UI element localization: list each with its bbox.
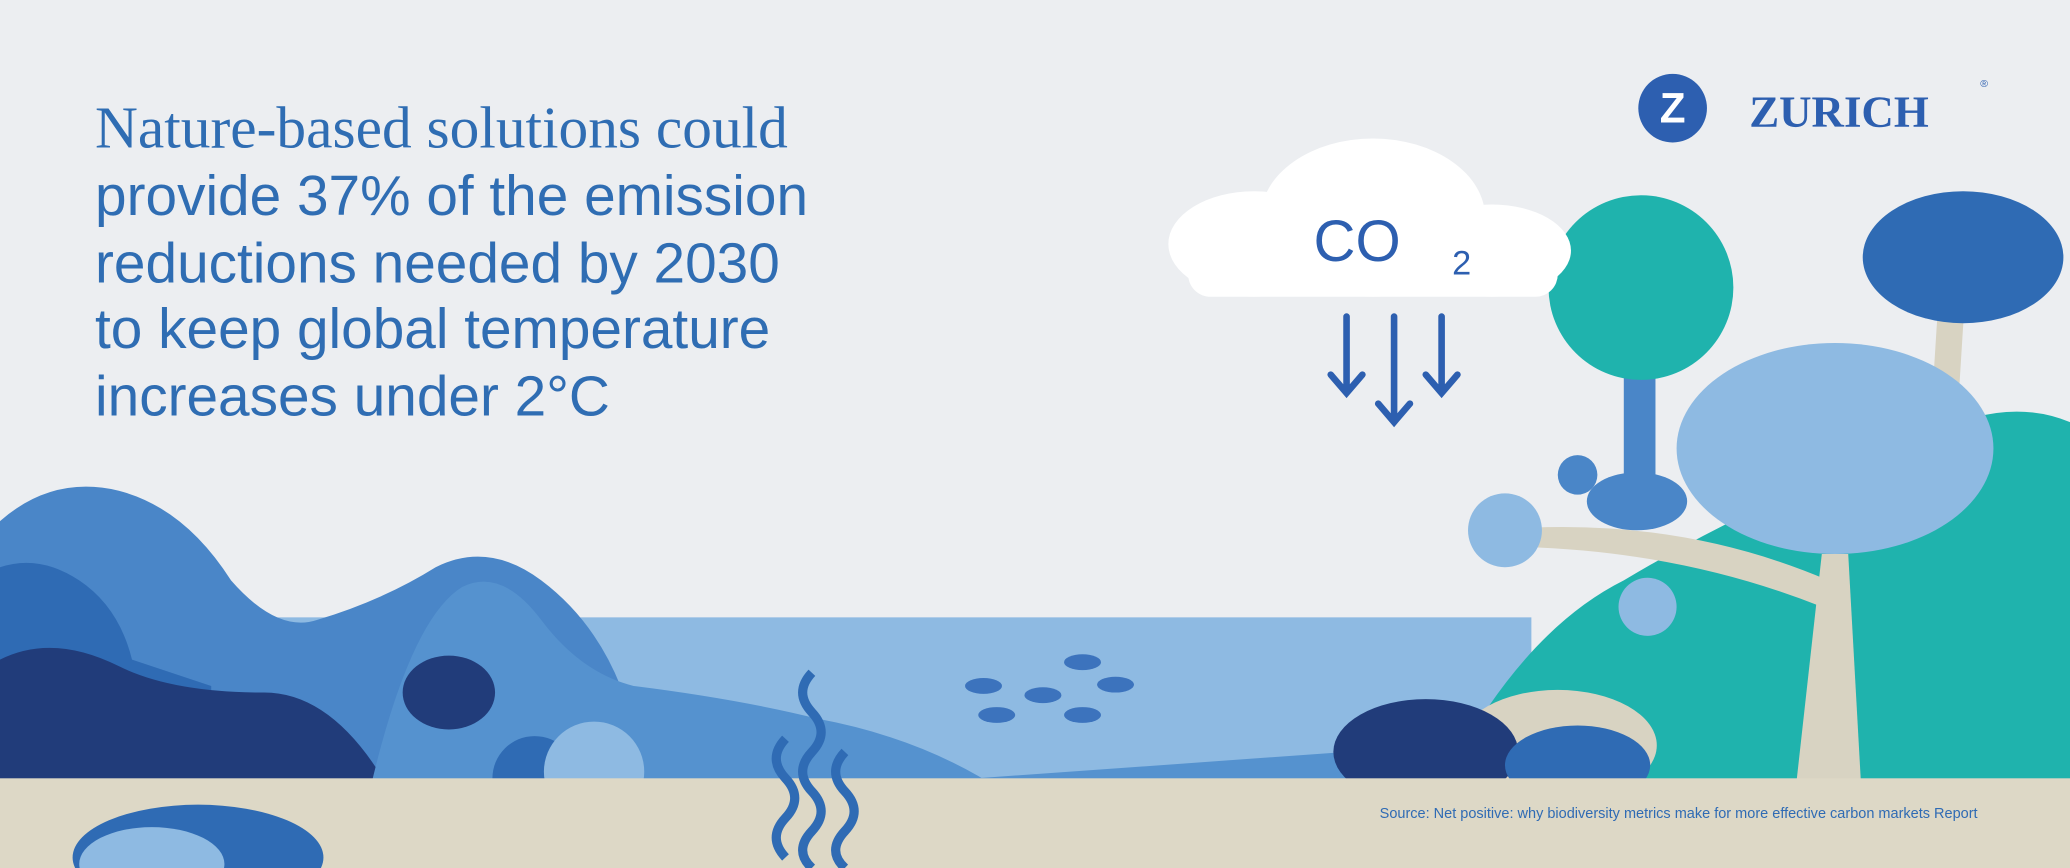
co2-subscript: 2 bbox=[1452, 244, 1471, 282]
headline-line: to keep global temperature bbox=[95, 298, 770, 361]
fruit bbox=[1619, 578, 1677, 636]
fruit bbox=[1468, 493, 1542, 567]
tree-crown bbox=[1677, 343, 1994, 554]
source-note: Source: Net positive: why biodiversity m… bbox=[1380, 806, 1978, 822]
logo-registered: ® bbox=[1980, 78, 1988, 90]
logo-text: ZURICH bbox=[1749, 87, 1929, 137]
headline-line: provide 37% of the emission bbox=[95, 165, 808, 228]
headline-line: reductions needed by 2030 bbox=[95, 232, 780, 295]
monkey-head bbox=[1558, 455, 1598, 495]
tree-crown bbox=[1549, 195, 1734, 380]
logo-mark: Z bbox=[1660, 85, 1686, 132]
infographic: Nature-based solutions could provide 37%… bbox=[0, 0, 2070, 868]
turtle bbox=[403, 656, 495, 730]
headline-line: Nature-based solutions could bbox=[95, 95, 788, 161]
tree-crown bbox=[1863, 191, 2064, 323]
headline-line: increases under 2°C bbox=[95, 366, 610, 429]
co2-label: CO bbox=[1314, 209, 1401, 274]
monkey bbox=[1587, 472, 1687, 530]
